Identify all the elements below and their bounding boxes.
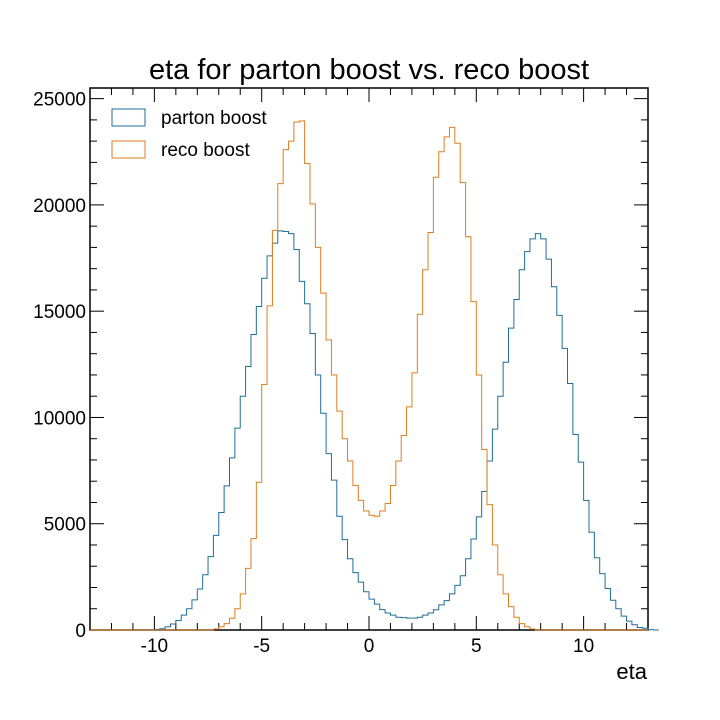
x-tick-label: 10 xyxy=(573,636,594,657)
legend-label: parton boost xyxy=(161,108,267,129)
tick-labels: -10 -5 0 5 10 0 5000 10000 15000 20000 25000 xyxy=(33,90,594,657)
y-tick-label: 20000 xyxy=(33,196,86,217)
chart-title: eta for parton boost vs. reco boost xyxy=(149,54,589,86)
y-tick-label: 10000 xyxy=(33,408,86,429)
y-tick-label: 25000 xyxy=(33,90,86,111)
legend-swatch xyxy=(111,140,146,159)
y-tick-label: 5000 xyxy=(44,515,86,536)
axis-ticks xyxy=(89,88,649,631)
x-tick-label: -5 xyxy=(253,636,270,657)
x-tick-label: 5 xyxy=(471,636,482,657)
legend-swatch xyxy=(111,108,146,127)
plot-frame xyxy=(89,87,649,631)
x-axis-label: eta xyxy=(616,659,647,684)
x-tick-label: -10 xyxy=(141,636,168,657)
series-layer xyxy=(90,120,659,631)
series-line-parton-boost xyxy=(90,230,659,631)
legend-label: reco boost xyxy=(161,140,250,161)
y-tick-label: 0 xyxy=(75,621,86,642)
x-tick-label: 0 xyxy=(364,636,375,657)
y-tick-label: 15000 xyxy=(33,302,86,323)
legend: parton boost reco boost xyxy=(111,108,267,161)
series-line-reco-boost xyxy=(90,120,648,631)
